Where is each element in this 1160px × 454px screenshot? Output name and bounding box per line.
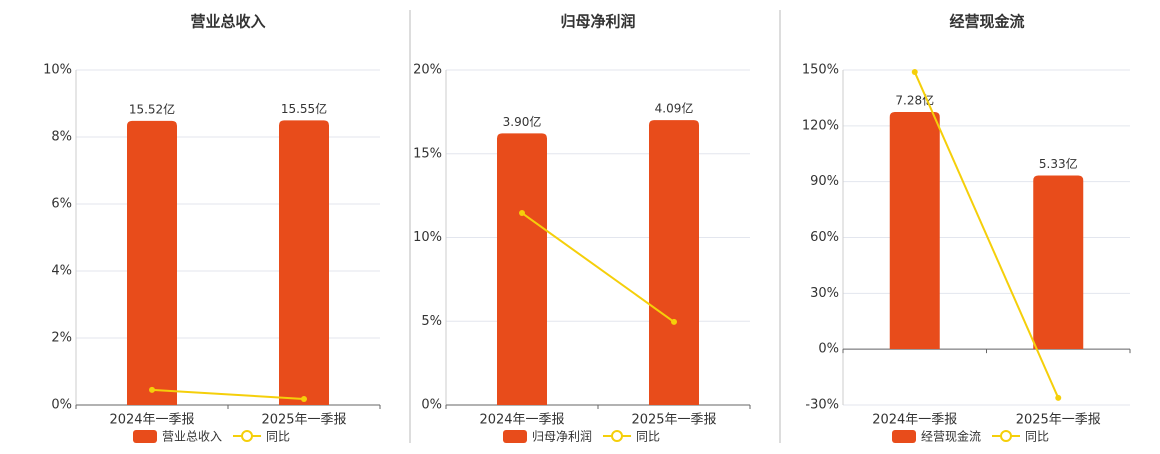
y-tick-label: 150% bbox=[802, 63, 839, 78]
line bbox=[151, 388, 305, 400]
point bbox=[149, 386, 155, 393]
y-tick-label: -30% bbox=[805, 398, 839, 413]
bar bbox=[889, 111, 940, 350]
value-label: 5.33亿 bbox=[1039, 156, 1078, 171]
value-label: 15.52亿 bbox=[129, 101, 175, 116]
point bbox=[671, 318, 677, 325]
y-tick-label: 4% bbox=[51, 264, 72, 279]
x-tick-label: 2024年一季报 bbox=[479, 413, 564, 428]
bar bbox=[1033, 175, 1084, 350]
bar bbox=[649, 120, 699, 405]
y-tick-label: 60% bbox=[810, 230, 839, 245]
point bbox=[1055, 394, 1062, 401]
y-tick-label: 30% bbox=[810, 286, 839, 301]
y-tick-label: 90% bbox=[810, 174, 839, 189]
chart-title: 营业总收入 bbox=[190, 13, 265, 31]
x-tick-label: 2025年一季报 bbox=[631, 413, 716, 428]
y-tick-label: 10% bbox=[43, 63, 72, 78]
y-tick-label: 2% bbox=[51, 331, 72, 346]
x-tick-label: 2025年一季报 bbox=[1016, 413, 1101, 428]
x-tick-label: 2024年一季报 bbox=[109, 413, 194, 428]
y-tick-label: 20% bbox=[413, 63, 442, 78]
legend-label: 归母净利润 bbox=[532, 430, 592, 444]
value-label: 4.09亿 bbox=[655, 101, 694, 116]
bar bbox=[497, 133, 547, 406]
legend-marker bbox=[611, 430, 623, 442]
bar bbox=[127, 120, 177, 405]
x-tick-label: 2024年一季报 bbox=[872, 413, 957, 428]
x-tick-label: 2025年一季报 bbox=[261, 413, 346, 428]
y-tick-label: 0% bbox=[818, 342, 839, 357]
legend-swatch bbox=[503, 430, 527, 443]
chart-title: 经营现金流 bbox=[949, 13, 1024, 31]
line bbox=[521, 212, 675, 323]
y-tick-label: 0% bbox=[51, 398, 72, 413]
legend-label: 同比 bbox=[636, 430, 660, 444]
legend-label: 同比 bbox=[266, 430, 290, 444]
legend-marker bbox=[1000, 430, 1012, 442]
bar bbox=[279, 120, 329, 406]
y-tick-label: 15% bbox=[413, 146, 442, 161]
y-tick-label: 10% bbox=[413, 230, 442, 245]
legend-label: 同比 bbox=[1025, 430, 1049, 444]
legend-label: 营业总收入 bbox=[162, 430, 222, 444]
legend-marker bbox=[241, 430, 253, 442]
y-tick-label: 8% bbox=[51, 130, 72, 145]
value-label: 3.90亿 bbox=[503, 114, 542, 129]
point bbox=[911, 69, 918, 76]
point bbox=[301, 395, 307, 402]
value-label: 15.55亿 bbox=[281, 101, 327, 116]
y-tick-label: 5% bbox=[421, 314, 442, 329]
y-tick-label: 6% bbox=[51, 197, 72, 212]
legend-swatch bbox=[892, 430, 916, 443]
y-tick-label: 0% bbox=[421, 398, 442, 413]
legend-label: 经营现金流 bbox=[921, 429, 981, 444]
point bbox=[519, 210, 525, 217]
chart-title: 归母净利润 bbox=[560, 13, 635, 31]
legend-swatch bbox=[133, 430, 157, 443]
y-tick-label: 120% bbox=[802, 118, 839, 133]
line bbox=[913, 71, 1060, 399]
